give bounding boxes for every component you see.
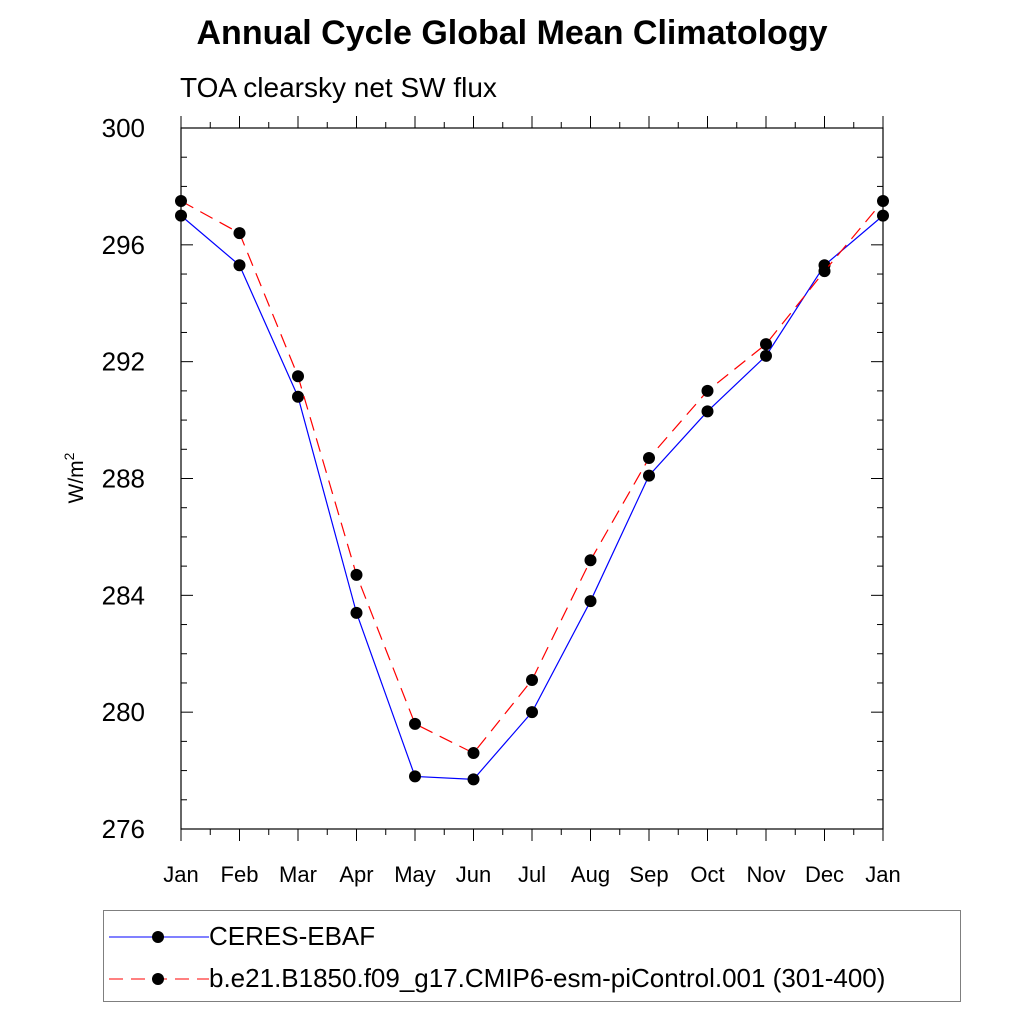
data-point-series-1 [175,195,187,208]
x-tick-label: Aug [571,862,610,887]
data-point-series-1 [584,554,597,567]
data-point-series-1 [877,195,889,208]
data-point-series-1 [818,265,831,278]
y-axis-label: W/m2 [61,452,88,503]
data-point-series-1 [526,674,538,687]
data-point-series-1 [233,227,246,240]
data-point-series-1 [409,717,421,730]
legend-item-ceres: CERES-EBAF [104,917,960,957]
legend-swatch-ceres [109,931,209,943]
x-tick-label: Nov [746,862,785,887]
legend-label-ceres: CERES-EBAF [209,921,376,951]
data-point-series-1 [760,338,772,351]
x-tick-label: Apr [339,862,373,887]
data-point-series-1 [292,370,304,383]
y-tick-label: 288 [102,464,145,494]
x-tick-label: Mar [279,862,317,887]
plot-frame [180,127,884,830]
data-point-series-0 [409,770,421,783]
y-tick-label: 300 [102,113,145,143]
x-tick-label: Oct [690,862,724,887]
x-tick-label: Jan [865,862,900,887]
legend-label-model: b.e21.B1850.f09_g17.CMIP6-esm-piControl.… [209,963,886,993]
data-point-series-0 [584,595,597,608]
data-point-series-1 [467,747,480,760]
y-tick-label: 296 [102,230,145,260]
x-tick-label: May [394,862,436,887]
data-point-series-0 [467,773,480,786]
legend: CERES-EBAF b.e21.B1850.f09_g17.CMIP6-esm… [103,910,961,1002]
x-tick-label: Dec [805,862,844,887]
data-point-series-0 [175,209,187,222]
data-point-series-0 [760,349,772,362]
data-point-series-0 [292,390,304,403]
x-tick-label: Feb [221,862,259,887]
chart-subtitle: TOA clearsky net SW flux [180,72,497,103]
data-point-series-0 [643,469,655,482]
data-point-series-0 [526,706,538,719]
x-tick-label: Sep [629,862,668,887]
chart-title: Annual Cycle Global Mean Climatology [196,14,828,52]
x-tick-label: Jun [456,862,491,887]
y-tick-label: 276 [102,814,145,844]
data-point-series-1 [701,384,714,397]
y-tick-label: 280 [102,697,145,727]
data-point-series-0 [233,259,246,272]
y-axis-label-superscript: 2 [61,452,77,460]
data-point-series-0 [877,209,889,222]
x-tick-label: Jul [518,862,546,887]
data-point-series-1 [643,452,655,465]
series-line-0 [180,215,884,780]
y-axis-label-base: W/m [65,460,88,503]
data-point-series-0 [350,606,363,619]
y-tick-label: 284 [102,580,145,610]
x-tick-label: Jan [163,862,198,887]
series-line-1 [180,200,884,754]
data-point-series-0 [701,405,714,418]
y-tick-label: 292 [102,347,145,377]
legend-swatch-model [109,973,209,985]
legend-item-model: b.e21.B1850.f09_g17.CMIP6-esm-piControl.… [104,959,960,999]
data-point-series-1 [350,568,363,581]
